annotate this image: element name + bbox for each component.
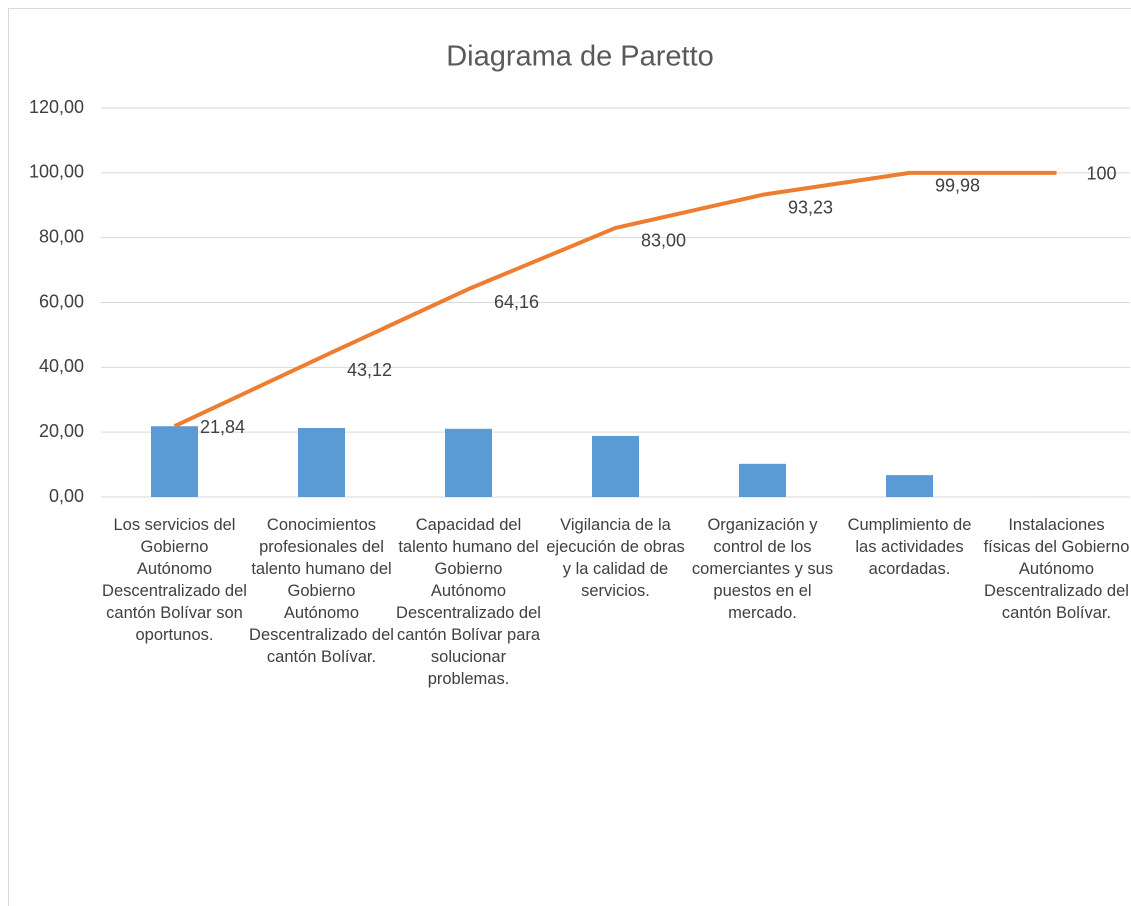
bar — [445, 428, 492, 497]
bar — [151, 426, 198, 497]
bar — [886, 475, 933, 497]
data-label: 100 — [1087, 164, 1117, 184]
data-label: 43,12 — [347, 360, 392, 380]
y-tick-label: 40,00 — [39, 356, 84, 376]
data-label: 64,16 — [494, 292, 539, 312]
x-tick-label: Conocimientos profesionales del talento … — [249, 516, 394, 666]
y-tick-label: 0,00 — [49, 486, 84, 506]
bar — [592, 435, 639, 497]
chart-border — [8, 8, 1131, 906]
x-tick-label: Cumplimiento de las actividades acordada… — [847, 516, 972, 578]
data-label: 99,98 — [935, 176, 980, 196]
chart-title: Diagrama de Paretto — [446, 41, 714, 73]
y-tick-label: 100,00 — [29, 162, 84, 182]
y-tick-label: 20,00 — [39, 421, 84, 441]
x-tick-label: Los servicios del Gobierno Autónomo Desc… — [102, 516, 247, 644]
data-label: 83,00 — [641, 231, 686, 251]
y-tick-label: 120,00 — [29, 97, 84, 117]
data-label: 21,84 — [200, 417, 245, 437]
data-label: 93,23 — [788, 198, 833, 218]
x-tick-label: Vigilancia de la ejecución de obras y la… — [546, 516, 685, 600]
x-tick-label: Organización y control de los comerciant… — [691, 516, 834, 622]
bar — [298, 428, 345, 497]
cumulative-line — [173, 170, 1057, 429]
y-tick-label: 60,00 — [39, 291, 84, 311]
x-tick-label: Instalaciones físicas del Gobierno Autón… — [983, 516, 1130, 622]
bar — [739, 463, 786, 497]
x-tick-label: Capacidad del talento humano del Gobiern… — [396, 516, 541, 688]
y-tick-label: 80,00 — [39, 226, 84, 246]
